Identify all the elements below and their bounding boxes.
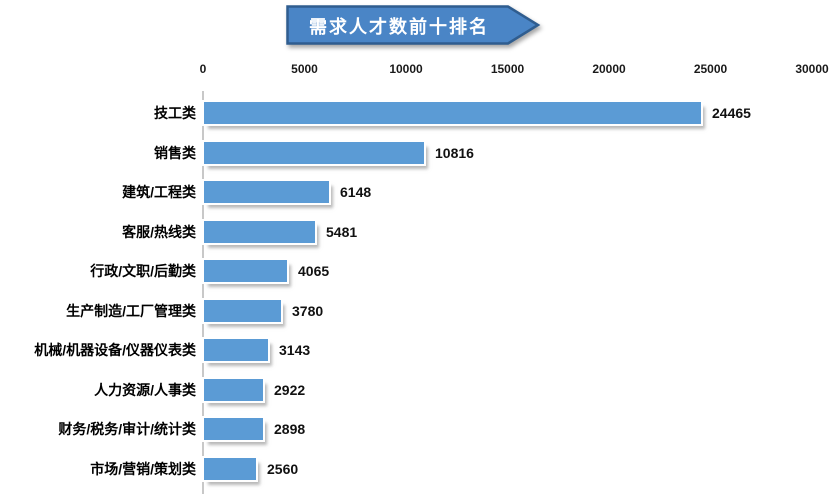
value-label: 3780 xyxy=(292,302,324,319)
x-axis-tick-label: 10000 xyxy=(389,62,423,76)
banner-arrow-shape xyxy=(286,5,541,45)
value-label: 6148 xyxy=(340,184,372,200)
category-label: 机械/机器设备/仪器仪表类 xyxy=(34,342,196,358)
value-label: 2922 xyxy=(274,381,306,398)
x-axis-tick-label: 5000 xyxy=(291,62,318,76)
bar xyxy=(204,260,287,282)
category-label: 行政/文职/后勤类 xyxy=(90,263,196,279)
category-label: 财务/税务/审计/统计类 xyxy=(58,421,196,437)
x-axis-tick-label: 25000 xyxy=(693,62,728,76)
value-label: 3143 xyxy=(279,342,311,358)
bar xyxy=(204,181,329,203)
value-label: 24465 xyxy=(712,105,751,121)
bar xyxy=(204,457,256,480)
bar xyxy=(204,299,281,322)
value-label: 5481 xyxy=(326,223,358,240)
value-label: 2898 xyxy=(274,421,306,437)
category-label: 销售类 xyxy=(154,144,196,161)
x-axis-tick-label: 20000 xyxy=(592,62,626,76)
bar xyxy=(204,102,701,124)
bar xyxy=(204,378,263,401)
category-label: 客服/热线类 xyxy=(122,223,196,240)
value-label: 2560 xyxy=(267,460,299,477)
category-label: 生产制造/工厂管理类 xyxy=(66,302,196,319)
x-axis-tick-label: 15000 xyxy=(490,62,525,76)
chart-title: 需求人才数前十排名 xyxy=(309,17,489,37)
bar xyxy=(204,141,424,164)
y-axis-line xyxy=(202,91,204,494)
value-label: 4065 xyxy=(298,263,330,279)
category-label: 建筑/工程类 xyxy=(122,184,196,200)
bar xyxy=(204,418,263,440)
x-axis-tick-label: 0 xyxy=(199,62,207,76)
value-label: 10816 xyxy=(435,144,474,161)
x-axis-tick-label: 30000 xyxy=(795,62,829,76)
title-banner xyxy=(286,5,541,45)
category-label: 市场/营销/策划类 xyxy=(90,460,196,477)
bar xyxy=(204,220,315,243)
bar xyxy=(204,339,268,361)
category-label: 人力资源/人事类 xyxy=(94,381,196,398)
category-label: 技工类 xyxy=(154,105,196,121)
